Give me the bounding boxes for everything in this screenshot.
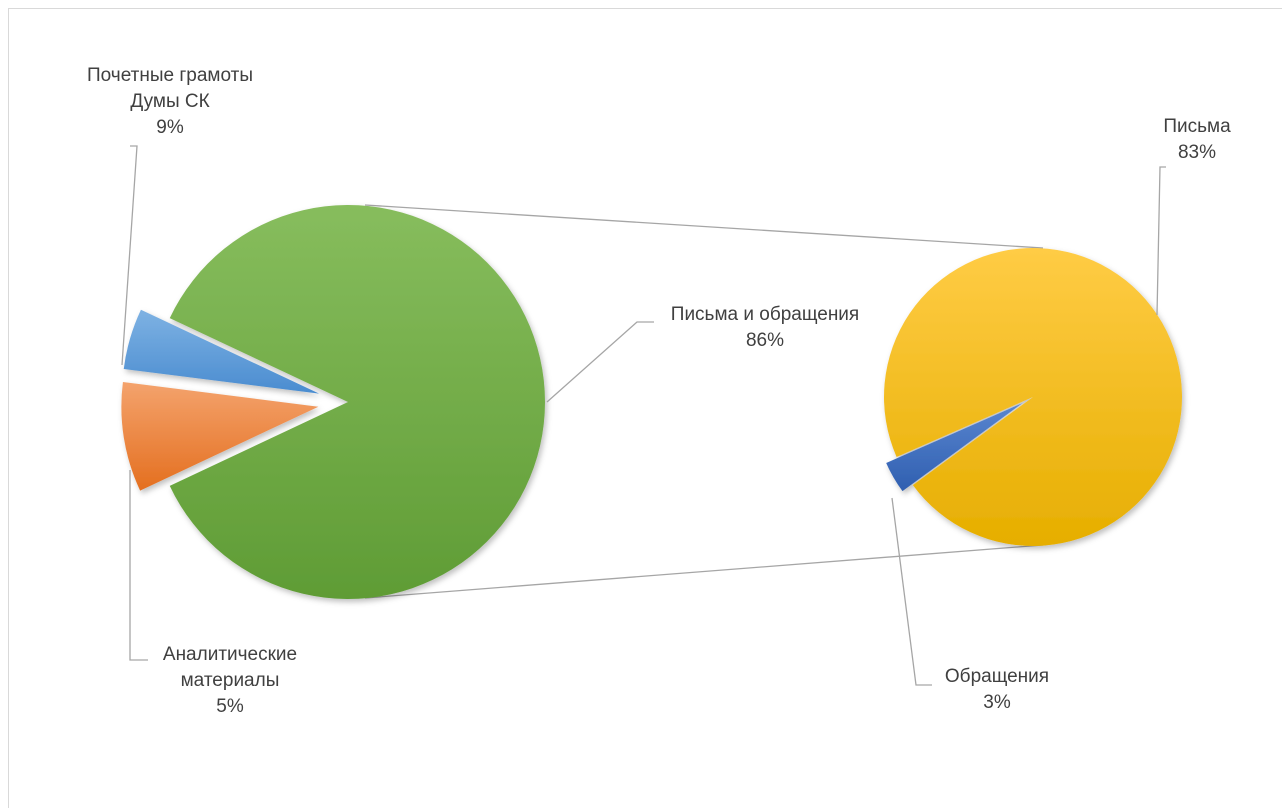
leader-line-gramoty: [121, 145, 138, 366]
pie-of-pie-chart: [121, 145, 1182, 686]
data-label-gramoty-value: 9%: [156, 117, 184, 138]
data-label-analitika: Аналитические материалы 5%: [130, 642, 330, 720]
data-label-gramoty-name: Почетные грамоты Думы СК: [87, 65, 253, 112]
primary-slice-0: [169, 205, 545, 599]
connector-line-bottom: [364, 544, 1044, 599]
data-label-pisma-value: 83%: [1177, 142, 1217, 163]
leader-line-analitika: [129, 470, 148, 661]
primary-slice-1: [121, 382, 319, 491]
data-label-pisma: Письма 83%: [1147, 114, 1247, 166]
chart-area: [8, 8, 1282, 808]
data-label-pisma-obr-name: Письма и обращения: [670, 304, 860, 325]
leader-line-obrascheniya: [891, 497, 932, 686]
secondary-slice-1: [886, 403, 1023, 492]
data-label-analitika-value: 5%: [216, 696, 244, 717]
leader-lines: [121, 145, 1166, 686]
primary-slice-2: [123, 309, 320, 394]
data-label-pisma-obr: Письма и обращения 86%: [645, 302, 885, 354]
leader-line-pisma-obr: [546, 321, 654, 403]
pie-slices: [121, 205, 1182, 599]
data-label-analitika-name: Аналитические материалы: [162, 644, 298, 691]
leader-line-pisma: [1156, 166, 1166, 316]
data-label-obrascheniya: Обращения 3%: [927, 664, 1067, 716]
series-connector-lines: [364, 204, 1044, 599]
data-label-obrascheniya-name: Обращения: [944, 666, 1050, 687]
data-label-pisma-obr-value: 86%: [745, 330, 785, 351]
secondary-slice-0: [883, 247, 1182, 546]
data-label-pisma-name: Письма: [1163, 116, 1231, 137]
connector-line-top: [364, 204, 1044, 249]
data-label-gramoty: Почетные грамоты Думы СК 9%: [60, 63, 280, 141]
data-label-obrascheniya-value: 3%: [983, 692, 1011, 713]
